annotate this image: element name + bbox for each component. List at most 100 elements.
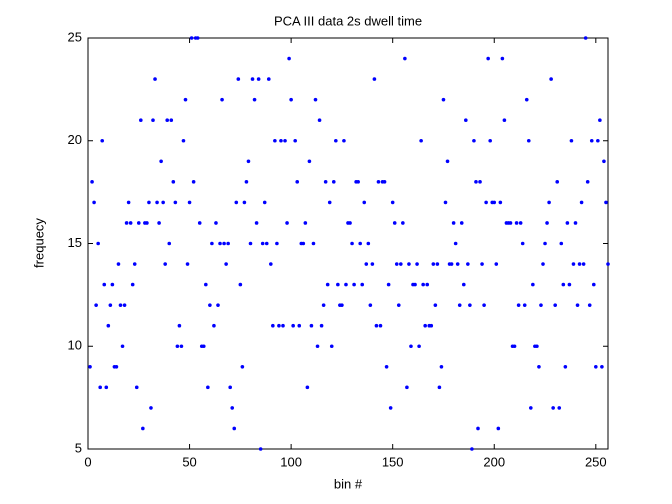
- point: [579, 200, 584, 205]
- point: [364, 262, 369, 266]
- point: [500, 56, 505, 61]
- point: [368, 303, 373, 307]
- point: [575, 303, 580, 307]
- point: [514, 221, 519, 225]
- point: [591, 282, 596, 287]
- point: [423, 323, 427, 328]
- point: [323, 180, 328, 184]
- point: [522, 303, 527, 307]
- point: [102, 282, 107, 287]
- point: [539, 303, 543, 307]
- point: [224, 262, 228, 266]
- point: [413, 282, 417, 287]
- point: [126, 200, 131, 205]
- point: [431, 262, 436, 266]
- point: [596, 138, 600, 143]
- point: [551, 406, 555, 410]
- point: [374, 323, 379, 328]
- point: [165, 118, 170, 122]
- point: [567, 282, 572, 287]
- point: [210, 241, 214, 246]
- point: [262, 200, 267, 205]
- point: [545, 221, 549, 225]
- point: [396, 303, 401, 307]
- point: [549, 77, 553, 81]
- point: [309, 323, 314, 328]
- point: [197, 221, 202, 225]
- point: [321, 303, 326, 307]
- point: [433, 303, 438, 307]
- point: [151, 118, 155, 122]
- point: [421, 282, 425, 287]
- point: [175, 344, 180, 349]
- point: [569, 138, 574, 143]
- point: [171, 180, 176, 184]
- x-tick-label: 50: [182, 454, 196, 469]
- point: [476, 426, 480, 431]
- x-tick-label: 200: [483, 454, 505, 469]
- point: [313, 97, 318, 102]
- point: [358, 241, 362, 246]
- point: [195, 36, 200, 40]
- point: [149, 406, 153, 410]
- point: [356, 180, 360, 184]
- point: [468, 303, 472, 307]
- point: [189, 36, 194, 40]
- point: [376, 180, 381, 184]
- point: [173, 200, 178, 205]
- point: [589, 138, 594, 143]
- point: [153, 77, 157, 81]
- point: [553, 303, 557, 307]
- point: [106, 323, 111, 328]
- point: [277, 323, 281, 328]
- point: [453, 241, 458, 246]
- point: [157, 221, 161, 225]
- point: [108, 303, 113, 307]
- point: [163, 262, 167, 266]
- point: [555, 180, 560, 184]
- point: [484, 200, 488, 205]
- point: [547, 200, 551, 205]
- point: [451, 221, 456, 225]
- point: [520, 241, 525, 246]
- point: [352, 282, 356, 287]
- point: [266, 77, 271, 81]
- point: [394, 262, 399, 266]
- point: [279, 138, 283, 143]
- point: [392, 221, 397, 225]
- point: [455, 262, 460, 266]
- point: [179, 344, 184, 349]
- point: [585, 180, 590, 184]
- point: [372, 77, 377, 81]
- point: [524, 97, 529, 102]
- point: [90, 180, 94, 184]
- point: [250, 77, 255, 81]
- point: [342, 138, 346, 143]
- point: [390, 200, 395, 205]
- point: [92, 200, 96, 205]
- point: [541, 262, 545, 266]
- point: [167, 241, 172, 246]
- point: [565, 221, 570, 225]
- point: [360, 282, 365, 287]
- point: [141, 426, 145, 431]
- point: [289, 97, 293, 102]
- point: [94, 303, 98, 307]
- point: [254, 221, 259, 225]
- point: [529, 406, 533, 410]
- point: [494, 262, 499, 266]
- point: [472, 138, 476, 143]
- point: [317, 118, 322, 122]
- point: [336, 282, 340, 287]
- point: [403, 56, 407, 61]
- point: [594, 365, 598, 369]
- point: [571, 262, 576, 266]
- point: [220, 97, 224, 102]
- point: [311, 241, 316, 246]
- point: [441, 97, 446, 102]
- point: [281, 323, 285, 328]
- point: [370, 262, 375, 266]
- y-axis-label: frequecy: [31, 218, 46, 268]
- point: [563, 365, 568, 369]
